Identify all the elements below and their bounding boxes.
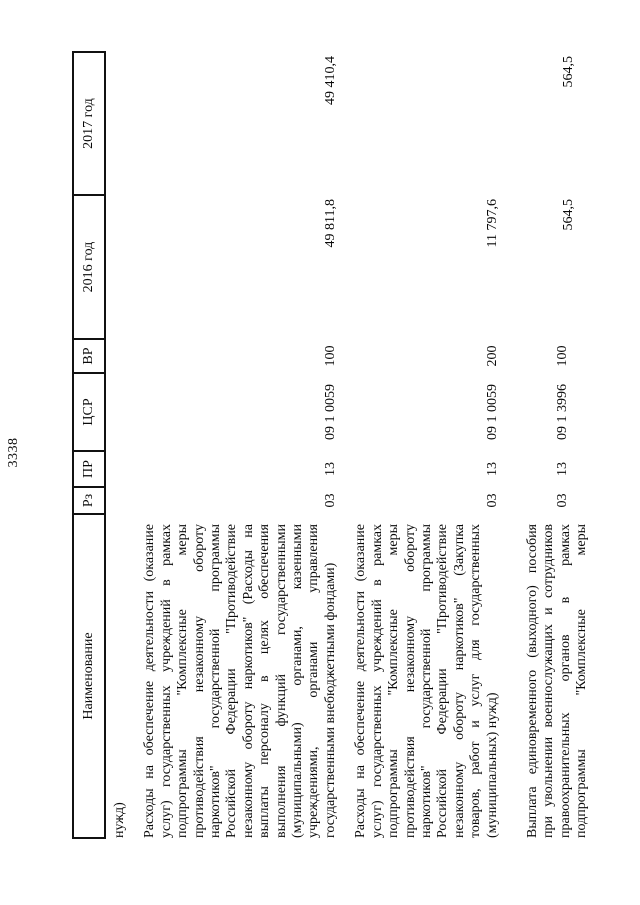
name-line: Расходы на обеспечение деятельности (ока… xyxy=(353,524,369,838)
rz-cell: 03 xyxy=(128,487,339,514)
header-row: Наименование Рз ПР ЦСР ВР 2016 год 2017 … xyxy=(73,52,105,838)
header-rz: Рз xyxy=(73,487,105,514)
name-line: государственными внебюджетными фондами) xyxy=(322,562,338,838)
table-header: Наименование Рз ПР ЦСР ВР 2016 год 2017 … xyxy=(73,52,105,838)
name-line: (муниципальными) органами, казенными xyxy=(290,524,306,838)
csr-cell xyxy=(105,373,128,451)
name-line: выплаты персоналу в целях обеспечения xyxy=(257,524,273,838)
pr-cell: 13 xyxy=(128,451,339,487)
table-row: нужд) xyxy=(105,52,128,838)
row-name-cell: нужд) xyxy=(105,514,128,838)
csr-cell: 09 1 3996 xyxy=(501,373,591,451)
amount-2017-cell xyxy=(105,52,128,195)
name-line: правоохранительных органов в рамках xyxy=(557,524,573,838)
csr-cell: 09 1 0059 xyxy=(128,373,339,451)
name-line: (муниципальных) нужд) xyxy=(484,692,500,838)
table-row: Выплата единовременного (выходного) посо… xyxy=(501,52,591,838)
header-2017: 2017 год xyxy=(73,52,105,195)
rz-cell xyxy=(105,487,128,514)
amount-2016-cell: 49 811,8 xyxy=(128,195,339,339)
amount-2016-cell: 564,5 xyxy=(501,195,591,339)
csr-value: 09 1 0059 xyxy=(323,384,339,440)
header-vr: ВР xyxy=(73,339,105,373)
name-line: незаконному обороту наркотиков" (Расходы… xyxy=(240,524,256,838)
table-body: нужд) Расходы на обеспечение деятельност… xyxy=(105,52,591,838)
amount-2016: 11 797,6 xyxy=(484,199,500,248)
name-line: незаконному обороту наркотиков" (Закупка xyxy=(451,524,467,838)
header-csr: ЦСР xyxy=(73,373,105,451)
name-line: противодействия незаконному обороту xyxy=(191,524,207,838)
row-name-cell: Расходы на обеспечение деятельности (ока… xyxy=(128,514,339,838)
name-line: подпрограммы "Комплексные меры xyxy=(175,524,191,838)
name-line: наркотиков" государственной программы xyxy=(208,524,224,838)
rz-value: 03 xyxy=(323,493,339,508)
amount-2016-cell xyxy=(105,195,128,339)
amount-2017: 49 410,4 xyxy=(323,56,339,105)
name-line: Российской Федерации "Противодействие xyxy=(435,524,451,838)
name-line: подпрограммы "Комплексные меры xyxy=(386,524,402,838)
header-2016: 2016 год xyxy=(73,195,105,339)
name-line: Выплата единовременного (выходного) посо… xyxy=(524,524,540,838)
amount-2017-cell: 564,5 xyxy=(501,52,591,195)
header-name: Наименование xyxy=(73,514,105,838)
name-line: Российской Федерации "Противодействие xyxy=(224,524,240,838)
rz-cell: 03 xyxy=(339,487,501,514)
vr-cell: 100 xyxy=(501,339,591,373)
name-line: услуг) государственных учреждений в рамк… xyxy=(369,524,385,838)
name-line: наркотиков" государственной программы xyxy=(418,524,434,838)
table-row: Расходы на обеспечение деятельности (ока… xyxy=(128,52,339,838)
amount-2017-cell: 49 410,4 xyxy=(128,52,339,195)
csr-value: 09 1 0059 xyxy=(484,384,500,440)
vr-value: 100 xyxy=(323,345,339,367)
name-line: противодействия незаконному обороту xyxy=(402,524,418,838)
table-row: Расходы на обеспечение деятельности (ока… xyxy=(339,52,501,838)
vr-cell: 200 xyxy=(339,339,501,373)
csr-cell: 09 1 0059 xyxy=(339,373,501,451)
pr-value: 13 xyxy=(323,462,339,476)
vr-value: 100 xyxy=(554,345,570,367)
amount-2017: 564,5 xyxy=(560,56,576,88)
name-line: выполнения функций государственными xyxy=(273,524,289,838)
csr-value: 09 1 3996 xyxy=(554,384,570,440)
row-name-cell: Расходы на обеспечение деятельности (ока… xyxy=(339,514,501,838)
name-line: учреждениями, органами управления xyxy=(306,524,322,838)
rz-value: 03 xyxy=(554,493,570,508)
budget-table: Наименование Рз ПР ЦСР ВР 2016 год 2017 … xyxy=(72,51,591,839)
vr-cell: 100 xyxy=(128,339,339,373)
name-line: подпрограммы "Комплексные меры xyxy=(574,524,590,838)
vr-cell xyxy=(105,339,128,373)
pr-value: 13 xyxy=(554,462,570,476)
name-line: нужд) xyxy=(112,802,127,838)
amount-2016: 564,5 xyxy=(560,199,576,231)
header-pr: ПР xyxy=(73,451,105,487)
page-number: 3338 xyxy=(6,437,21,468)
pr-value: 13 xyxy=(484,462,500,476)
name-line: Расходы на обеспечение деятельности (ока… xyxy=(142,524,158,838)
row-name-cell: Выплата единовременного (выходного) посо… xyxy=(501,514,591,838)
pr-cell: 13 xyxy=(339,451,501,487)
rz-value: 03 xyxy=(484,493,500,508)
name-line: при увольнении военнослужащих и сотрудни… xyxy=(541,524,557,838)
rz-cell: 03 xyxy=(501,487,591,514)
name-line: услуг) государственных учреждений в рамк… xyxy=(158,524,174,838)
amount-2016: 49 811,8 xyxy=(323,199,339,248)
amount-2017-cell xyxy=(339,52,501,195)
vr-value: 200 xyxy=(484,345,500,367)
amount-2016-cell: 11 797,6 xyxy=(339,195,501,339)
pr-cell: 13 xyxy=(501,451,591,487)
pr-cell xyxy=(105,451,128,487)
name-line: товаров, работ и услуг для государственн… xyxy=(468,524,484,838)
